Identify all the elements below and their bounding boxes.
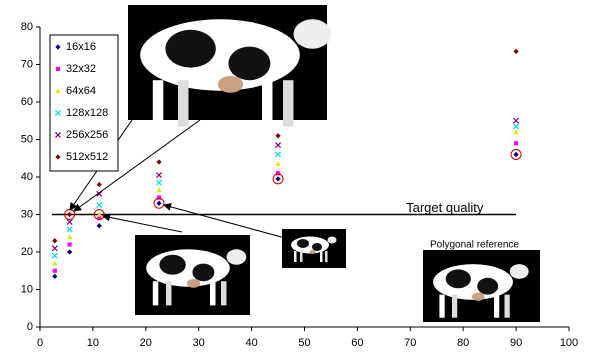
x-tick-label: 100 xyxy=(560,337,578,349)
point xyxy=(514,129,519,134)
x-tick-label: 10 xyxy=(87,337,99,349)
point xyxy=(156,188,161,193)
marker-shape xyxy=(52,261,57,266)
marker-shape xyxy=(68,242,72,246)
point xyxy=(275,133,280,138)
point xyxy=(514,118,519,123)
x-tick-label: 20 xyxy=(140,337,152,349)
y-tick-label: 40 xyxy=(21,171,33,183)
marker-shape xyxy=(97,223,102,228)
x-tick-label: 90 xyxy=(510,337,522,349)
y-tick-label: 50 xyxy=(21,133,33,145)
point xyxy=(275,143,280,148)
marker-shape xyxy=(67,249,72,254)
marker-shape xyxy=(56,67,60,71)
marker-shape xyxy=(514,141,518,145)
point xyxy=(97,223,102,228)
point xyxy=(52,261,57,266)
point xyxy=(97,203,102,208)
cow-image-large xyxy=(128,5,331,126)
legend: 16x16 32x32 64x64 128x128 256x256 512x512 xyxy=(50,35,118,171)
marker-shape xyxy=(52,274,57,279)
point xyxy=(52,253,57,258)
arrow xyxy=(164,205,285,238)
marker-shape xyxy=(67,234,72,239)
y-tick-label: 0 xyxy=(27,321,33,333)
point xyxy=(52,238,57,243)
y-tick-label: 30 xyxy=(21,208,33,220)
legend-label: 16x16 xyxy=(66,41,96,53)
x-tick-label: 40 xyxy=(245,337,257,349)
point xyxy=(275,152,280,157)
x-tick-label: 60 xyxy=(351,337,363,349)
marker-shape xyxy=(53,269,57,273)
legend-marker xyxy=(56,67,60,71)
point xyxy=(275,161,280,166)
marker-shape xyxy=(97,182,102,187)
legend-label: 256x256 xyxy=(66,129,108,141)
arrow xyxy=(103,216,182,232)
marker-shape xyxy=(156,188,161,193)
point xyxy=(275,176,280,181)
point xyxy=(67,227,72,232)
point xyxy=(156,159,161,164)
point xyxy=(97,182,102,187)
marker-shape xyxy=(275,176,280,181)
point xyxy=(514,124,519,129)
point xyxy=(156,180,161,185)
marker-shape xyxy=(156,159,161,164)
point xyxy=(53,269,57,273)
marker-shape xyxy=(276,171,280,175)
marker-shape xyxy=(157,196,161,200)
y-tick-label: 70 xyxy=(21,58,33,70)
point xyxy=(514,152,519,157)
marker-shape xyxy=(275,161,280,166)
y-tick-label: 20 xyxy=(21,246,33,258)
point xyxy=(52,246,57,251)
y-tick-label: 60 xyxy=(21,96,33,108)
point xyxy=(514,49,519,54)
point xyxy=(67,219,72,224)
marker-shape xyxy=(52,238,57,243)
chart: 0 10 20 30 40 50 60 70 80 0 10 20 30 40 50 60 70 80 90 100 T… xyxy=(0,0,589,356)
point xyxy=(157,196,161,200)
point xyxy=(68,242,72,246)
annotation: Polygonal reference xyxy=(430,240,519,251)
point xyxy=(156,173,161,178)
cow-image-small xyxy=(282,229,346,268)
cow-image-reference xyxy=(423,250,540,322)
x-tick-label: 30 xyxy=(193,337,205,349)
reference-label: Target quality xyxy=(406,200,484,215)
point xyxy=(52,274,57,279)
legend-label: 32x32 xyxy=(66,63,96,75)
y-tick-label: 80 xyxy=(21,21,33,33)
point xyxy=(156,201,161,206)
x-tick-label: 70 xyxy=(404,337,416,349)
point xyxy=(67,212,72,217)
cow-image-medium xyxy=(135,235,250,315)
marker-shape xyxy=(156,201,161,206)
y-tick-label: 10 xyxy=(21,283,33,295)
point xyxy=(276,171,280,175)
legend-label: 128x128 xyxy=(66,107,108,119)
marker-shape xyxy=(67,212,72,217)
marker-shape xyxy=(275,133,280,138)
x-tick-label: 0 xyxy=(37,337,43,349)
marker-shape xyxy=(514,152,519,157)
x-tick-label: 80 xyxy=(457,337,469,349)
legend-label: 512x512 xyxy=(66,151,108,163)
point xyxy=(514,141,518,145)
x-tick-label: 50 xyxy=(298,337,310,349)
marker-shape xyxy=(514,49,519,54)
point xyxy=(67,234,72,239)
point xyxy=(67,249,72,254)
legend-label: 64x64 xyxy=(66,85,96,97)
marker-shape xyxy=(514,129,519,134)
